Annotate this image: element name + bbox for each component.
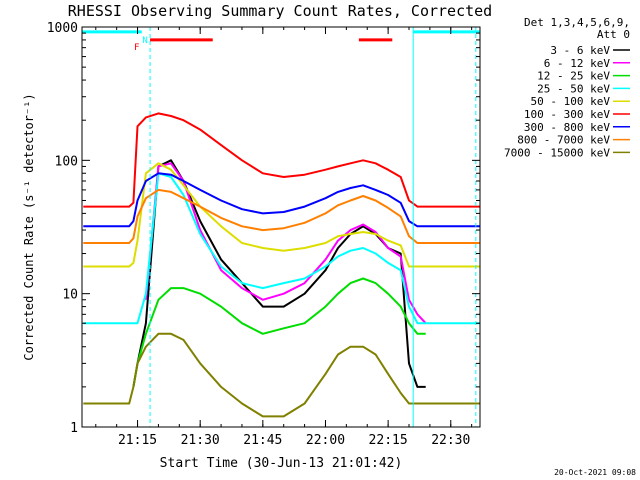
x-tick-label-2: 21:45 [243, 433, 282, 448]
series-line-5 [83, 112, 480, 208]
y-tick-label-0: 1 [70, 421, 78, 436]
x-tick-label-3: 22:00 [306, 433, 345, 448]
legend-header-line2: Att 0 [597, 28, 630, 41]
plot-frame [81, 26, 481, 428]
series-line-0 [132, 159, 426, 388]
series-line-8 [83, 332, 480, 418]
legend-label-7: 800 - 7000 keV [517, 134, 610, 147]
legend-label-1: 6 - 12 keV [544, 57, 611, 70]
series-line-4 [83, 162, 480, 268]
x-tick-label-0: 21:15 [118, 433, 157, 448]
series-line-2 [132, 277, 426, 388]
timestamp: 20-Oct-2021 09:08 [554, 468, 636, 477]
chart-title: RHESSI Observing Summary Count Rates, Co… [68, 2, 492, 20]
legend-label-3: 25 - 50 keV [537, 82, 610, 95]
legend-label-5: 100 - 300 keV [524, 108, 610, 121]
x-axis-label: Start Time (30-Jun-13 21:01:42) [160, 456, 403, 471]
flag-label-f: F [134, 43, 139, 53]
y-tick-label-2: 100 [55, 154, 78, 169]
x-tick-label-4: 22:15 [369, 433, 408, 448]
x-tick-label-1: 21:30 [181, 433, 220, 448]
y-axis-label: Corrected Count Rate (s⁻¹ detector⁻¹) [22, 93, 36, 360]
legend-label-4: 50 - 100 keV [531, 95, 611, 108]
flag-label-n: N [142, 36, 147, 46]
series-line-6 [83, 172, 480, 228]
series-line-7 [83, 188, 480, 244]
series-layer [83, 112, 480, 418]
x-tick-label-5: 22:30 [431, 433, 470, 448]
annotation-layer: FN [82, 27, 480, 427]
series-line-1 [144, 162, 427, 324]
legend-header-line1: Det 1,3,4,5,6,9, [524, 16, 630, 29]
legend-label-8: 7000 - 15000 keV [504, 146, 610, 159]
legend-label-6: 300 - 800 keV [524, 121, 610, 134]
y-tick-label-3: 1000 [47, 21, 78, 36]
legend-label-0: 3 - 6 keV [550, 44, 610, 57]
axis-layer: 21:15 21:30 21:45 22:00 22:15 22:30 1 10 100 1000 [47, 21, 480, 448]
y-tick-label-1: 10 [62, 288, 78, 303]
series-line-3 [83, 172, 480, 325]
legend-label-2: 12 - 25 keV [537, 70, 610, 83]
